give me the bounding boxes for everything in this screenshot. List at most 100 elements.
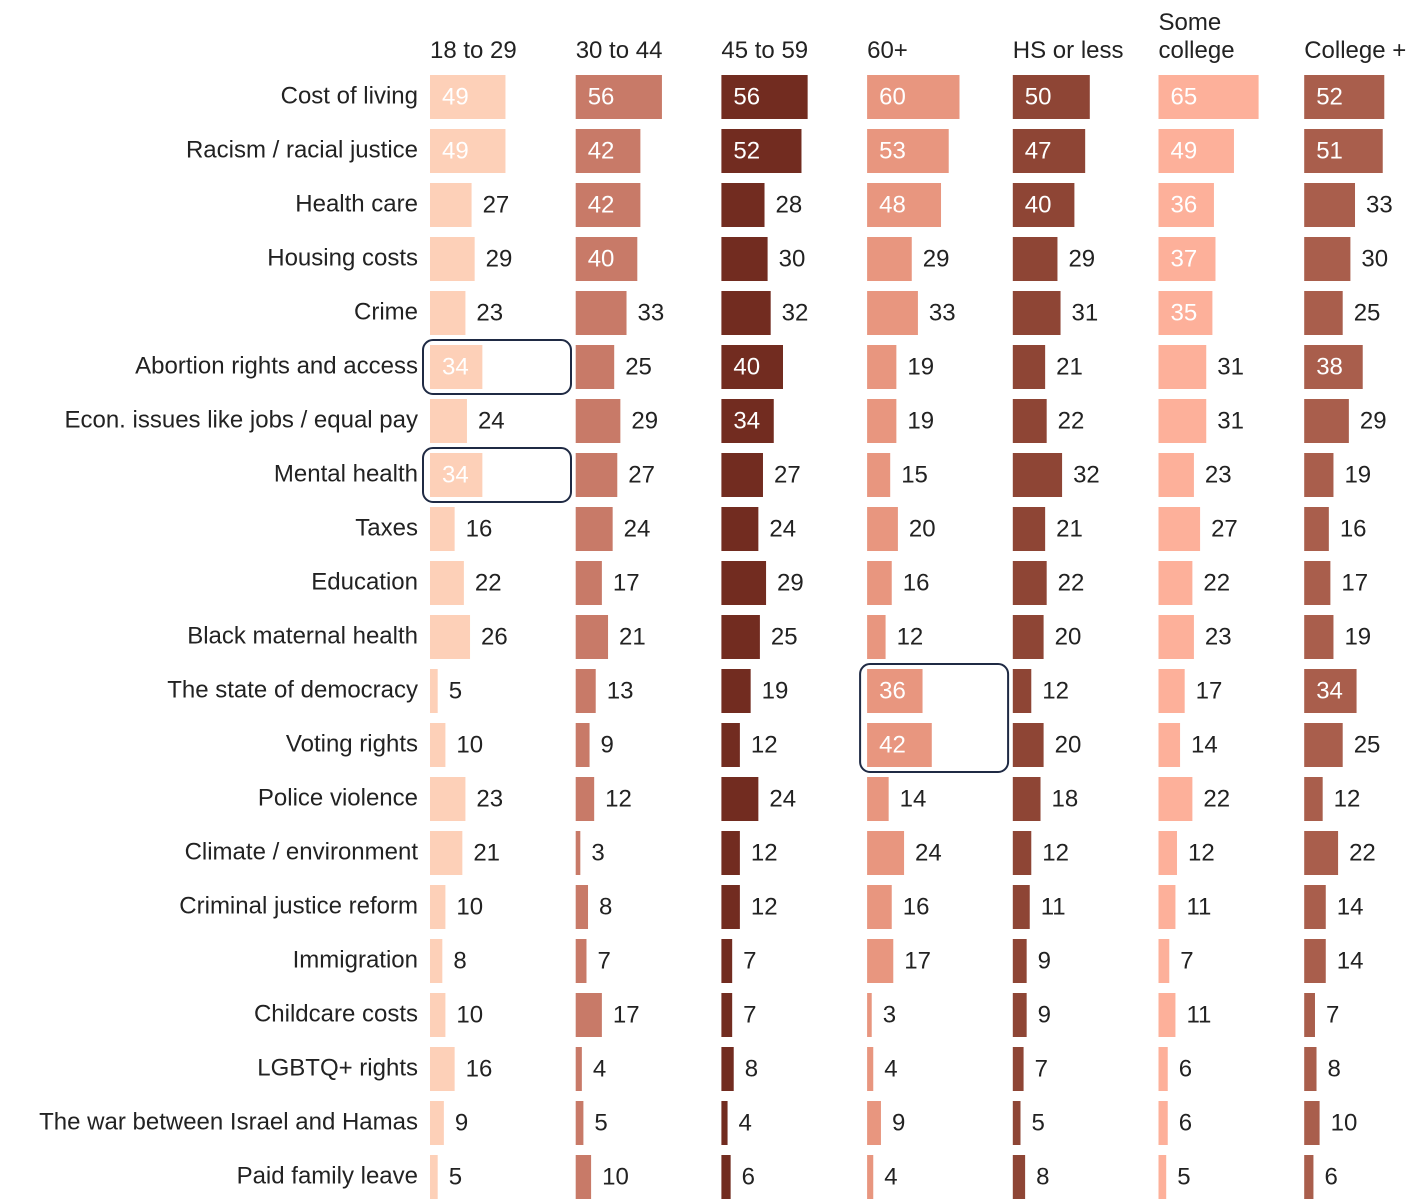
bar (1012, 831, 1032, 875)
value-label: 49 (442, 137, 469, 164)
bar (430, 291, 466, 335)
value-label: 12 (751, 839, 778, 866)
value-label: 32 (782, 299, 809, 326)
bar (1304, 939, 1326, 983)
bar (1304, 1155, 1314, 1199)
value-label: 10 (456, 1001, 483, 1028)
bar (1304, 183, 1356, 227)
bar (1012, 939, 1027, 983)
value-label: 20 (1055, 623, 1082, 650)
highlight-box (859, 663, 1010, 773)
value-label: 17 (1196, 677, 1223, 704)
value-label: 3 (591, 839, 604, 866)
value-label: 9 (1038, 947, 1051, 974)
value-label: 29 (631, 407, 658, 434)
value-label: 40 (588, 245, 615, 272)
bar (721, 777, 759, 821)
value-label: 6 (1179, 1109, 1192, 1136)
category-label: Police violence (258, 784, 418, 811)
value-label: 10 (602, 1163, 629, 1190)
value-label: 9 (892, 1109, 905, 1136)
bar (721, 1101, 728, 1145)
bar (575, 453, 618, 497)
bar (721, 561, 767, 605)
category-label: Taxes (355, 514, 418, 541)
bar (867, 453, 891, 497)
bar (1012, 237, 1058, 281)
bar (1158, 669, 1185, 713)
value-label: 29 (777, 569, 804, 596)
value-label: 14 (1337, 947, 1364, 974)
value-label: 8 (1036, 1163, 1049, 1190)
bar (867, 345, 897, 389)
bar (1012, 345, 1046, 389)
bar (867, 939, 894, 983)
value-label: 16 (903, 893, 930, 920)
value-label: 49 (442, 83, 469, 110)
bar (867, 777, 889, 821)
series-header-box: College + (1304, 37, 1406, 64)
bar (430, 1047, 455, 1091)
value-label: 21 (1056, 515, 1083, 542)
series-header: Some college (1158, 9, 1235, 64)
value-label: 11 (1186, 1001, 1211, 1028)
bar (575, 1047, 582, 1091)
bar (575, 939, 587, 983)
bar (430, 399, 467, 443)
bar (430, 723, 446, 767)
bar (867, 183, 942, 227)
category-label: Abortion rights and access (135, 352, 418, 379)
bar (430, 993, 446, 1037)
bar (575, 723, 590, 767)
value-label: 25 (625, 353, 652, 380)
value-label: 11 (1041, 893, 1066, 920)
bar (430, 507, 455, 551)
value-label: 10 (456, 893, 483, 920)
category-label: Racism / racial justice (186, 136, 418, 163)
bar (721, 237, 768, 281)
category-label: Childcare costs (254, 1000, 418, 1027)
value-label: 33 (1366, 191, 1393, 218)
value-label: 17 (613, 1001, 640, 1028)
bar (1158, 831, 1177, 875)
value-label: 22 (1203, 785, 1230, 812)
bar (1304, 885, 1326, 929)
value-label: 20 (909, 515, 936, 542)
value-label: 18 (1052, 785, 1079, 812)
value-label: 12 (1334, 785, 1361, 812)
value-label: 6 (742, 1163, 755, 1190)
bar (867, 669, 923, 713)
bar (1304, 669, 1357, 713)
value-label: 11 (1186, 893, 1211, 920)
bar (1304, 237, 1351, 281)
value-label: 5 (1032, 1109, 1045, 1136)
bar (867, 507, 898, 551)
value-label: 23 (1205, 461, 1232, 488)
bar (1012, 399, 1047, 443)
value-label: 22 (1058, 407, 1085, 434)
value-label: 27 (483, 191, 510, 218)
value-label: 19 (1344, 461, 1371, 488)
bar (1012, 885, 1030, 929)
bar (1012, 561, 1047, 605)
category-label: Housing costs (267, 244, 418, 271)
value-label: 53 (879, 137, 906, 164)
bar (430, 75, 506, 119)
value-label: 19 (762, 677, 789, 704)
value-label: 14 (1191, 731, 1218, 758)
category-label: Cost of living (281, 82, 418, 109)
value-label: 31 (1217, 353, 1244, 380)
value-label: 21 (619, 623, 646, 650)
bar (1158, 993, 1176, 1037)
value-label: 7 (743, 1001, 756, 1028)
value-label: 34 (733, 407, 760, 434)
category-label: Voting rights (286, 730, 418, 757)
bar (430, 345, 483, 389)
value-label: 37 (1171, 245, 1198, 272)
value-label: 12 (1042, 677, 1069, 704)
value-label: 9 (601, 731, 614, 758)
bar (1158, 1047, 1168, 1091)
value-label: 23 (476, 785, 503, 812)
bar (1158, 345, 1207, 389)
